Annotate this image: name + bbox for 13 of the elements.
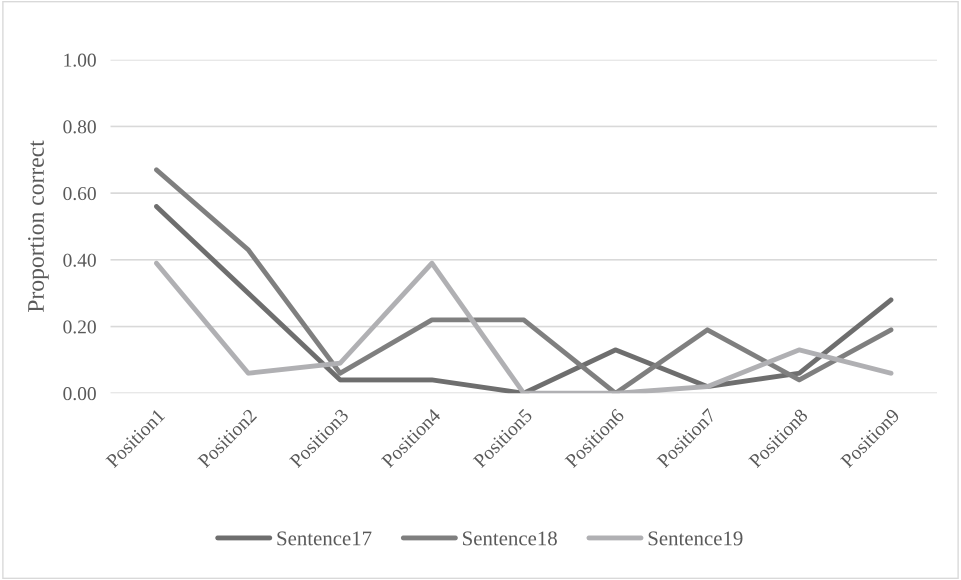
line-series	[154, 260, 894, 394]
y-tick-label: 0.80	[63, 120, 96, 134]
line-series	[154, 167, 894, 394]
legend-label: Sentence18	[463, 531, 557, 546]
line-series	[154, 204, 894, 394]
legend-label: Sentence19	[648, 531, 742, 546]
legend-label: Sentence17	[277, 531, 372, 546]
y-axis-title: Proportion correct	[28, 140, 49, 312]
y-tick-label: 0.40	[63, 254, 96, 267]
y-tick-label: 0.20	[63, 320, 96, 334]
y-tick-label: 0.60	[63, 186, 96, 200]
y-tick-label: 1.00	[64, 54, 96, 67]
y-tick-label: 0.00	[63, 387, 96, 400]
